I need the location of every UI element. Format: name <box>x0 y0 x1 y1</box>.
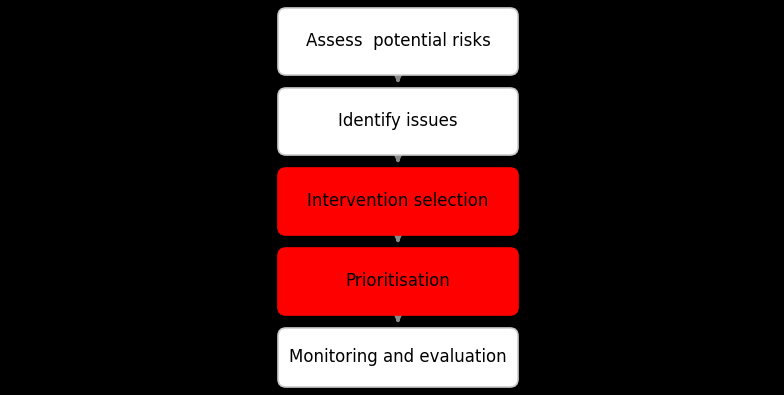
FancyBboxPatch shape <box>278 8 518 75</box>
Text: Intervention selection: Intervention selection <box>307 192 488 211</box>
Text: Assess  potential risks: Assess potential risks <box>306 32 491 51</box>
FancyBboxPatch shape <box>278 168 518 235</box>
Text: Identify issues: Identify issues <box>338 113 458 130</box>
FancyBboxPatch shape <box>278 248 518 315</box>
FancyBboxPatch shape <box>278 88 518 155</box>
FancyBboxPatch shape <box>278 328 518 387</box>
Text: Prioritisation: Prioritisation <box>346 273 450 290</box>
Text: Monitoring and evaluation: Monitoring and evaluation <box>289 348 506 367</box>
